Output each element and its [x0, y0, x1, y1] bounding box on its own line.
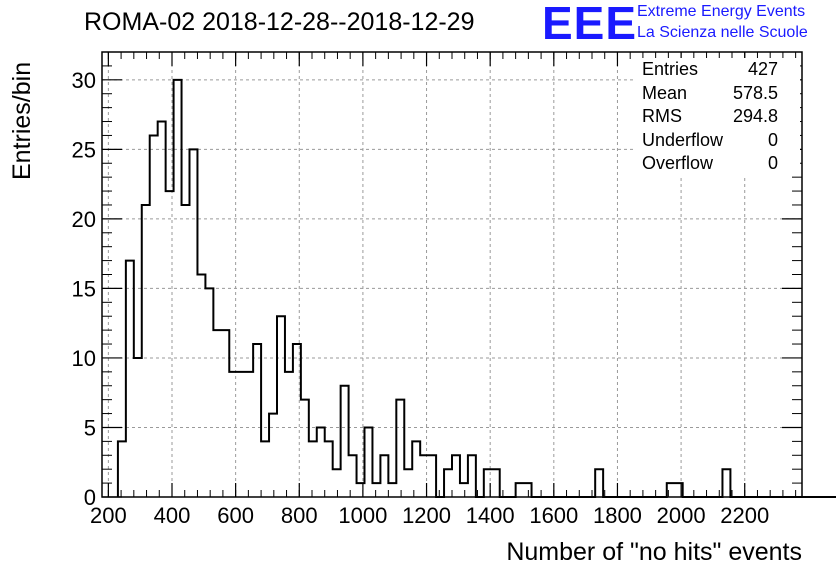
stat-overflow: Overflow 0 — [636, 152, 800, 176]
stat-label: Overflow — [642, 153, 714, 173]
stat-value: 0 — [767, 153, 778, 173]
y-tick-label: 25 — [72, 137, 96, 162]
y-tick-label: 10 — [72, 346, 96, 371]
x-tick-label: 1200 — [402, 503, 451, 528]
logo-caption-1: Extreme Energy Events — [637, 3, 806, 20]
x-tick-label: 400 — [154, 503, 191, 528]
y-tick-label: 15 — [72, 276, 96, 301]
x-tick-label: 1000 — [338, 503, 387, 528]
stat-underflow: Underflow 0 — [636, 129, 800, 153]
axis-ticks — [102, 51, 802, 498]
stat-rms: RMS 294.8 — [636, 105, 800, 129]
stat-entries: Entries 427 — [636, 58, 800, 82]
chart-title: ROMA-02 2018-12-28--2018-12-29 — [84, 8, 475, 36]
y-tick-label: 30 — [72, 68, 96, 93]
y-tick-label: 5 — [84, 415, 96, 440]
y-tick-label: 0 — [84, 485, 96, 510]
x-tick-label: 1800 — [593, 503, 642, 528]
y-tick-label: 20 — [72, 207, 96, 232]
x-tick-label: 600 — [217, 503, 254, 528]
x-tick-label: 2200 — [720, 503, 769, 528]
logo-caption-2: La Scienza nelle Scuole — [637, 24, 808, 41]
stat-label: RMS — [642, 106, 682, 126]
stat-value: 578.5 — [732, 82, 778, 103]
x-tick-label: 2000 — [657, 503, 706, 528]
stat-value: 0 — [767, 129, 778, 150]
x-tick-label: 1400 — [466, 503, 515, 528]
x-tick-label: 800 — [281, 503, 318, 528]
x-axis-label: Number of "no hits" events — [506, 538, 802, 566]
y-axis-label: Entries/bin — [8, 61, 36, 180]
stat-value: 427 — [747, 59, 778, 79]
stat-label: Underflow — [642, 129, 724, 150]
x-tick-label: 1600 — [529, 503, 578, 528]
stat-label: Entries — [642, 59, 699, 79]
x-tick-label: 200 — [90, 503, 127, 528]
stats-box: Entries 427 Mean 578.5 RMS 294.8 Underflow 0… — [636, 58, 800, 176]
grid-lines — [102, 52, 802, 498]
stat-value: 294.8 — [732, 106, 778, 126]
eee-logo: EEE — [542, 0, 638, 49]
stat-mean: Mean 578.5 — [636, 82, 800, 106]
tick-labels: 200 400 600 800 1000 1200 1400 1600 1800 2000 2200… — [72, 68, 770, 528]
stat-label: Mean — [642, 82, 688, 103]
